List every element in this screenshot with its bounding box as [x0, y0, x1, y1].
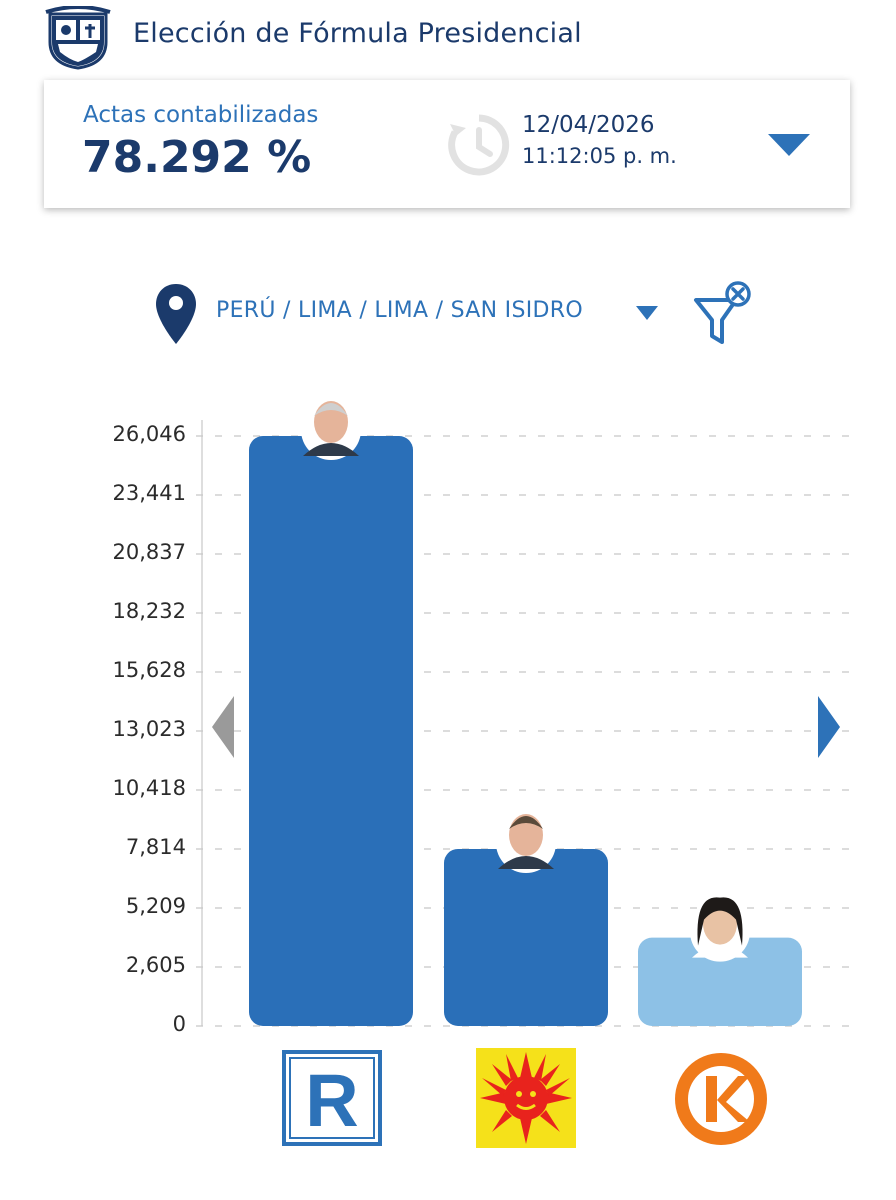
bar-2[interactable] [444, 848, 608, 1026]
y-tick-label: 7,814 [125, 835, 186, 859]
location-breadcrumb[interactable]: PERÚ / LIMA / LIMA / SAN ISIDRO [216, 298, 583, 323]
page-title: Elección de Fórmula Presidencial [133, 18, 582, 49]
party-k-logo-icon [675, 1053, 767, 1145]
y-tick-label: 5,209 [125, 894, 186, 918]
chevron-down-icon[interactable] [634, 304, 660, 322]
candidate-photo-icon [303, 443, 359, 456]
y-tick-label: 10,418 [112, 776, 186, 800]
chart-canvas [196, 400, 852, 1027]
candidate-photo-icon [498, 855, 554, 869]
candidate-hair [697, 897, 743, 946]
candidate-photo-icon [692, 944, 748, 958]
svg-text:R: R [305, 1059, 358, 1142]
bar-3[interactable] [638, 937, 802, 1026]
y-tick-label: 2,605 [125, 953, 186, 977]
arrow-left-icon[interactable] [210, 694, 236, 760]
y-tick-label: 20,837 [112, 540, 186, 564]
y-tick-label: 13,023 [112, 717, 186, 741]
actas-label: Actas contabilizadas [83, 102, 319, 128]
candidate-hair [314, 403, 348, 416]
update-date: 12/04/2026 [522, 112, 655, 138]
chevron-down-icon[interactable] [764, 130, 814, 158]
y-tick-label: 23,441 [112, 481, 186, 505]
party-r-logo-icon: R [282, 1050, 382, 1146]
arrow-right-icon[interactable] [816, 694, 842, 760]
app-header: Elección de Fórmula Presidencial [0, 0, 896, 80]
y-tick-label: 18,232 [112, 599, 186, 623]
history-clock-icon [448, 114, 510, 176]
update-time: 11:12:05 p. m. [522, 144, 677, 168]
location-filter[interactable]: PERÚ / LIMA / LIMA / SAN ISIDRO [150, 280, 770, 350]
candidate-hair [509, 815, 543, 829]
clear-filter-icon[interactable] [692, 280, 758, 348]
bar-1[interactable] [249, 436, 413, 1026]
results-summary-card: Actas contabilizadas 78.292 % 12/04/2026… [44, 80, 850, 208]
map-pin-icon [156, 284, 196, 344]
peru-coat-of-arms-icon [45, 6, 111, 70]
actas-percentage: 78.292 % [82, 132, 312, 183]
party-sun-logo-icon [476, 1048, 576, 1148]
y-tick-label: 15,628 [112, 658, 186, 682]
y-tick-label: 26,046 [112, 422, 186, 446]
y-tick-label: 0 [172, 1012, 186, 1036]
votes-bar-chart: 26,046 23,441 20,837 18,232 15,628 13,023 10,4… [0, 360, 896, 1160]
